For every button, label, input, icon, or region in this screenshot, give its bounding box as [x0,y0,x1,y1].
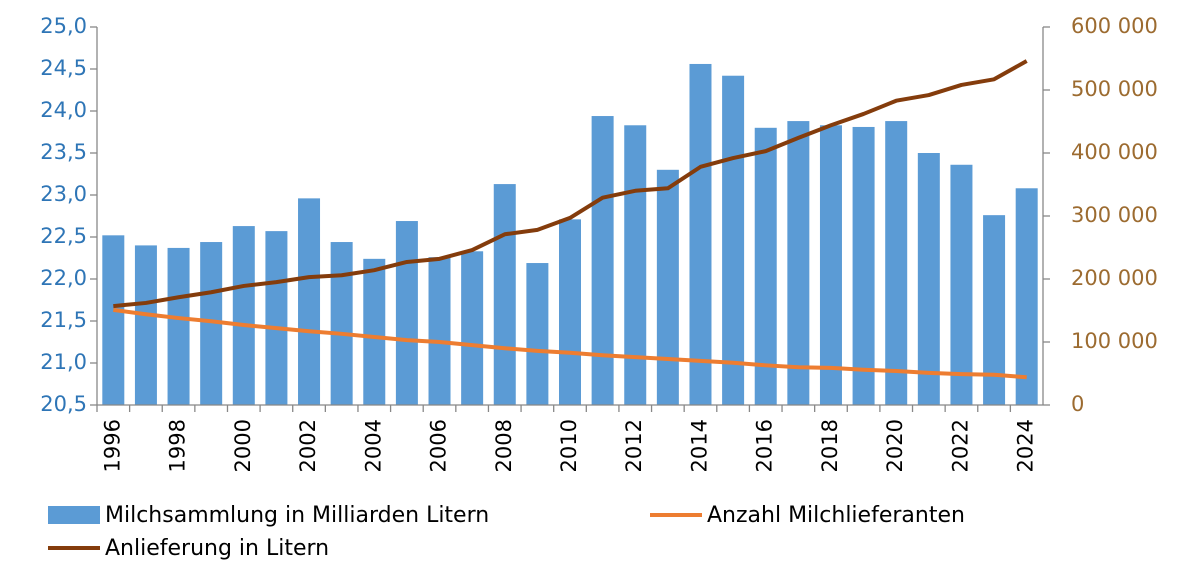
x-tick-label: 2008 [492,419,516,472]
bar [232,226,255,405]
y2-tick-label: 600 000 [1071,14,1158,38]
y2-tick-label: 100 000 [1071,329,1158,353]
bar [950,164,973,405]
legend-label: Anzahl Milchlieferanten [707,503,965,528]
bar [428,257,451,405]
bar [656,169,679,405]
bar [395,221,418,405]
y-tick-label: 22,0 [40,266,87,290]
y-tick-label: 24,0 [40,98,87,122]
bar [722,75,745,405]
bar [330,242,353,405]
bar [787,121,810,405]
bar [983,215,1006,405]
x-tick-label: 2022 [948,419,972,472]
bar [167,247,190,405]
bar [134,245,157,405]
bar [559,219,581,405]
bar [591,116,614,405]
bar [200,242,223,405]
bar [526,263,549,405]
y2-tick-label: 300 000 [1071,203,1158,227]
y2-tick-label: 200 000 [1071,266,1158,290]
bar [493,184,516,405]
x-tick-label: 1996 [100,419,124,472]
bar [819,125,842,405]
bar [363,258,386,405]
legend-swatch [48,506,100,524]
bar [624,125,647,405]
x-tick-label: 2000 [231,419,255,472]
x-tick-label: 2018 [818,419,842,472]
x-tick-label: 1998 [166,419,190,472]
y2-tick-label: 400 000 [1071,140,1158,164]
x-tick-label: 2002 [296,419,320,472]
bar [917,153,940,405]
bar [102,235,125,405]
y-tick-label: 22,5 [40,224,87,248]
x-tick-label: 2014 [687,419,711,472]
line [113,59,1028,309]
bar [265,231,288,405]
x-tick-label: 2020 [883,419,907,472]
legend-label: Milchsammlung in Milliarden Litern [105,503,489,528]
y-tick-label: 20,5 [40,392,87,416]
bar [461,251,484,405]
bar [1015,188,1038,405]
y-tick-label: 24,5 [40,56,87,80]
legend-label: Anlieferung in Litern [105,536,329,561]
y-tick-label: 23,0 [40,182,87,206]
x-tick-label: 2016 [753,419,777,472]
y-tick-label: 25,0 [40,14,87,38]
y-tick-label: 21,0 [40,350,87,374]
bar [689,63,712,406]
bar [852,126,875,406]
bar [885,121,908,405]
x-tick-label: 2012 [622,419,646,472]
y-tick-label: 23,5 [40,140,87,164]
x-tick-label: 2004 [361,419,385,472]
x-tick-label: 2024 [1014,419,1038,472]
x-tick-label: 2006 [427,419,451,472]
bar [754,127,777,406]
y2-tick-label: 500 000 [1071,77,1158,101]
bar [298,198,321,405]
x-tick-label: 2010 [557,419,581,472]
y-tick-label: 21,5 [40,308,87,332]
line [113,307,1027,380]
y2-tick-label: 0 [1071,392,1084,416]
